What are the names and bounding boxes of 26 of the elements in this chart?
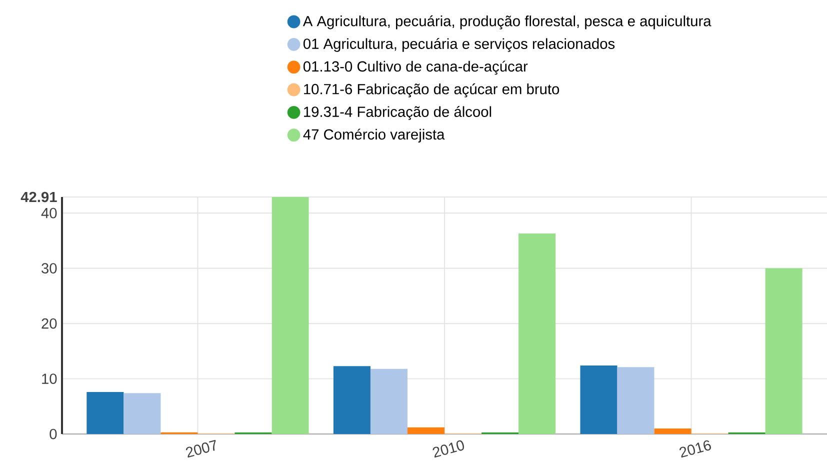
- legend-label: 47 Comércio varejista: [303, 128, 445, 143]
- y-tick-label: 0: [50, 428, 57, 440]
- y-tick-label: 42.91: [20, 192, 57, 202]
- bar: [617, 367, 654, 434]
- y-tick-label: 30: [42, 263, 57, 274]
- bar: [518, 234, 556, 434]
- bar: [333, 366, 370, 434]
- y-tick-label: 10: [42, 374, 57, 384]
- legend-label: A Agricultura, pecuária, produção florestal, pesca e aquicultura: [302, 15, 712, 30]
- bar: [407, 427, 445, 434]
- bar: [654, 428, 692, 434]
- x-tick-label: 2007: [186, 440, 216, 458]
- y-tick-label: 40: [41, 208, 57, 218]
- bar: [765, 268, 802, 434]
- bar: [86, 392, 124, 434]
- y-tick-label: 20: [42, 318, 57, 329]
- bar: [370, 368, 408, 434]
- legend-label: 01 Agricultura, pecuária e serviços relacionados: [303, 38, 615, 52]
- legend-label: 10.71-6 Fabricação de açúcar em bruto: [304, 83, 560, 98]
- bar: [580, 366, 618, 434]
- legend-label: 01.13-0 Cultivo de cana-de-açúcar: [303, 60, 528, 75]
- x-tick-label: 2016: [680, 440, 711, 458]
- bar: [272, 196, 309, 434]
- x-tick-label: 2010: [432, 440, 464, 458]
- legend-label: 19.31-4 Fabricação de álcool: [304, 106, 492, 120]
- bar: [124, 393, 161, 434]
